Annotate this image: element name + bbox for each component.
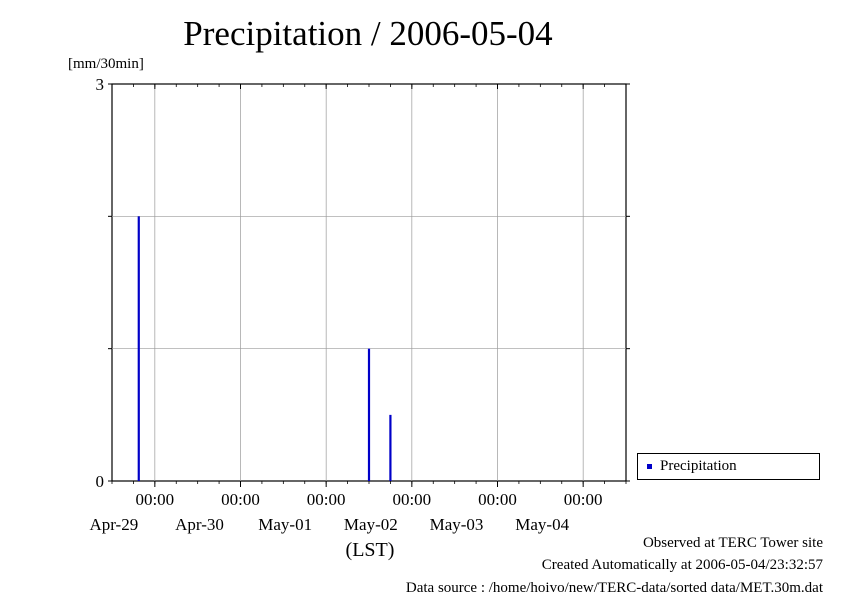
bars xyxy=(137,216,392,481)
gridlines xyxy=(112,84,626,481)
x-tick-time-label: 00:00 xyxy=(392,490,431,509)
y-axis-unit-label: [mm/30min] xyxy=(68,56,144,72)
x-axis-unit-label: (LST) xyxy=(346,539,395,561)
y-tick-label: 0 xyxy=(96,472,105,491)
x-tick-labels: 00:00Apr-2900:00Apr-3000:00May-0100:00Ma… xyxy=(89,490,602,534)
footer-created: Created Automatically at 2006-05-04/23:3… xyxy=(541,557,823,573)
x-tick-date-label: May-04 xyxy=(515,515,569,534)
y-tick-label: 3 xyxy=(96,75,105,94)
footer-observed: Observed at TERC Tower site xyxy=(642,535,823,551)
x-tick-date-label: May-02 xyxy=(344,515,398,534)
x-tick-date-label: May-03 xyxy=(430,515,484,534)
x-tick-date-label: May-01 xyxy=(258,515,312,534)
axis-ticks xyxy=(108,83,630,487)
x-tick-time-label: 00:00 xyxy=(307,490,346,509)
y-tick-labels: 03 xyxy=(96,75,105,491)
x-tick-time-label: 00:00 xyxy=(135,490,174,509)
x-tick-date-label: Apr-30 xyxy=(175,515,224,534)
chart-title: Precipitation / 2006-05-04 xyxy=(183,14,553,53)
legend: Precipitation xyxy=(637,453,820,480)
legend-swatch xyxy=(647,464,652,469)
x-tick-time-label: 00:00 xyxy=(478,490,517,509)
legend-label: Precipitation xyxy=(660,458,737,474)
x-tick-time-label: 00:00 xyxy=(221,490,260,509)
footer-source: Data source : /home/hoivo/new/TERC-data/… xyxy=(405,580,823,596)
x-tick-time-label: 00:00 xyxy=(564,490,603,509)
x-tick-date-label: Apr-29 xyxy=(89,515,138,534)
